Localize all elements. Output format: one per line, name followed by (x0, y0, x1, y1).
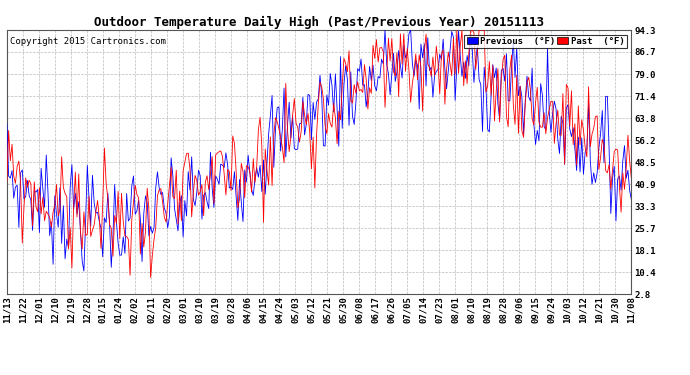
Text: Copyright 2015 Cartronics.com: Copyright 2015 Cartronics.com (10, 37, 166, 46)
Legend: Previous  (°F), Past  (°F): Previous (°F), Past (°F) (464, 34, 627, 48)
Title: Outdoor Temperature Daily High (Past/Previous Year) 20151113: Outdoor Temperature Daily High (Past/Pre… (94, 16, 544, 29)
